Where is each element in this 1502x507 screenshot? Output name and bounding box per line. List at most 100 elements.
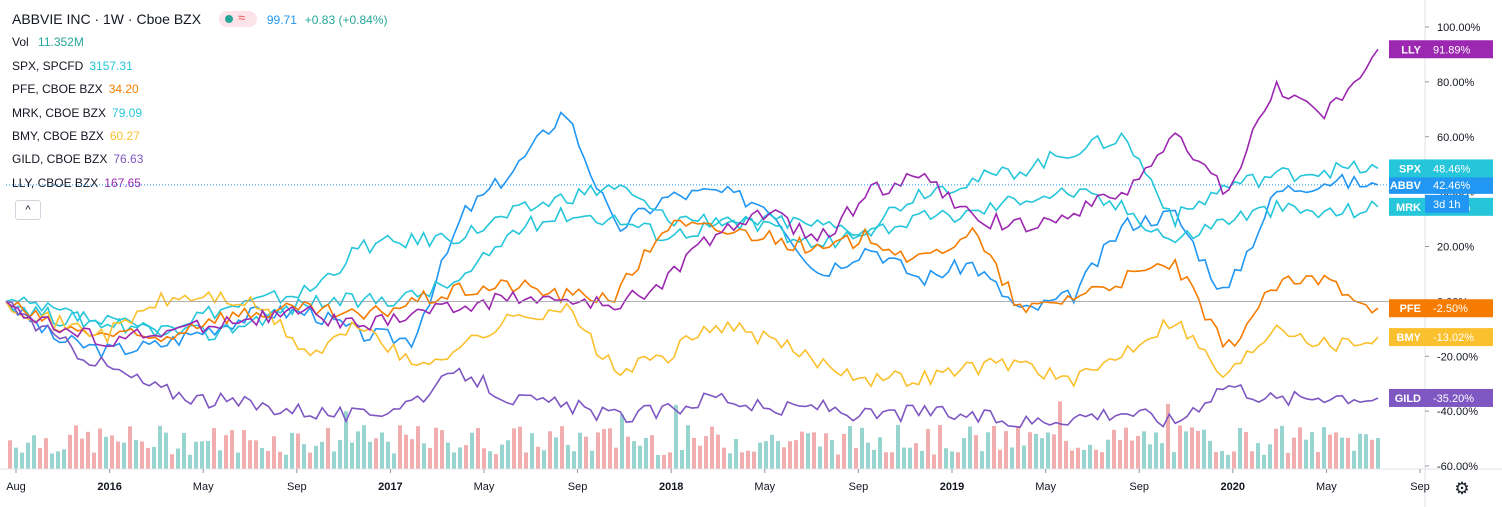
volume-bar [614, 447, 618, 469]
volume-bar [308, 452, 312, 469]
legend-label: MRK, CBOE BZX [12, 105, 107, 120]
volume-bar [98, 428, 102, 469]
gear-icon[interactable]: ⚙ [1454, 479, 1470, 498]
x-tick-label: 2018 [659, 481, 683, 493]
indicator-pill[interactable]: ≈ [218, 10, 257, 28]
volume-bar [284, 454, 288, 469]
volume-bar [1280, 425, 1284, 469]
collapse-legend-button[interactable]: ^ [15, 200, 41, 220]
badge-value: 48.46% [1433, 163, 1471, 175]
volume-bar [500, 444, 504, 469]
volume-bar [20, 452, 24, 469]
volume-bar [1028, 432, 1032, 469]
volume-bar [1100, 452, 1104, 469]
volume-bar [824, 433, 828, 469]
volume-bar [608, 428, 612, 469]
symbol-title[interactable]: ABBVIE INC · 1W · Cboe BZX [12, 11, 202, 27]
volume-bar [32, 435, 36, 469]
volume-bar [1154, 432, 1158, 469]
badge-spx: SPX 48.46% [1389, 159, 1493, 178]
legend-value: 79.09 [112, 105, 143, 120]
volume-bar [704, 436, 708, 469]
volume-bar [920, 450, 924, 469]
volume-bar [128, 426, 132, 469]
badge-abbv: ABBV 42.46% [1389, 175, 1493, 194]
volume-bar [992, 425, 996, 469]
volume-bar [482, 448, 486, 469]
volume-bar [236, 452, 240, 469]
volume-bar [74, 425, 78, 469]
legend-value: 60.27 [109, 128, 140, 143]
volume-bar [152, 446, 156, 469]
volume-bar [1184, 431, 1188, 469]
legend-row[interactable]: LLY, CBOE BZX 167.65 [12, 172, 388, 195]
volume-bar [1166, 403, 1170, 469]
volume-value: 11.352M [38, 35, 84, 50]
volume-bar [1034, 433, 1038, 469]
volume-bar [1370, 439, 1374, 469]
volume-bar [140, 441, 144, 469]
volume-bar [56, 451, 60, 469]
series-line-spx [5, 131, 1379, 337]
y-tick-label: -20.00% [1437, 351, 1478, 363]
badge-name-bg [1389, 388, 1425, 407]
volume-bar [134, 440, 138, 469]
legend-row[interactable]: PFE, CBOE BZX 34.20 [12, 78, 388, 101]
volume-bar [1220, 450, 1224, 469]
volume-bar [1232, 451, 1236, 469]
volume-bar [818, 446, 822, 469]
badge-value: -35.20% [1433, 393, 1474, 405]
volume-bar [230, 430, 234, 469]
volume-bar [566, 444, 570, 469]
volume-bar [650, 435, 654, 469]
volume-bar [554, 437, 558, 469]
volume-bar [644, 437, 648, 469]
badge-name: SPX [1399, 163, 1422, 175]
countdown-bg [1425, 194, 1469, 213]
legend-row[interactable]: BMY, CBOE BZX 60.27 [12, 125, 388, 148]
volume-bar [332, 451, 336, 469]
volume-bar [770, 434, 774, 469]
volume-bar [1262, 454, 1266, 469]
volume-bar [416, 426, 420, 469]
volume-bar [662, 454, 666, 469]
volume-bar [1016, 426, 1020, 469]
badge-value: -2.50% [1433, 303, 1468, 315]
legend-row[interactable]: GILD, CBOE BZX 76.63 [12, 148, 388, 171]
badge-value-bg [1425, 299, 1493, 318]
legend-value: 34.20 [108, 82, 139, 97]
volume-bar [1334, 432, 1338, 469]
volume-bar [218, 450, 222, 469]
volume-bar [1106, 439, 1110, 469]
volume-bar [740, 452, 744, 469]
volume-bar [602, 429, 606, 469]
volume-bar [1064, 440, 1068, 469]
volume-bar [122, 442, 126, 469]
series-line-bmy [5, 290, 1379, 388]
legend-row[interactable]: MRK, CBOE BZX 79.09 [12, 102, 388, 125]
legend: ABBVIE INC · 1W · Cboe BZX ≈ 99.71 +0.83… [12, 8, 388, 195]
volume-bar [752, 451, 756, 469]
volume-bar [1244, 432, 1248, 469]
x-tick-label: Aug [6, 481, 26, 493]
legend-row[interactable]: SPX, SPCFD 3157.31 [12, 55, 388, 78]
volume-bar [1208, 440, 1212, 469]
volume-bar [878, 437, 882, 469]
volume-bar [1346, 437, 1350, 469]
volume-bar [110, 435, 114, 469]
countdown-badge: 3d 1h [1425, 194, 1469, 213]
volume-bar [422, 443, 426, 469]
volume-bar [188, 454, 192, 469]
volume-bar [404, 434, 408, 469]
last-price: 99.71 [266, 13, 297, 27]
volume-bar [248, 440, 252, 469]
volume-bar [944, 448, 948, 469]
series-line-gild [5, 300, 1379, 429]
series-lines [5, 48, 1425, 429]
x-tick-label: 2019 [940, 481, 964, 493]
volume-bar [932, 454, 936, 469]
volume-bar [584, 436, 588, 469]
volume-bar [476, 427, 480, 469]
badge-name: LLY [1401, 44, 1421, 56]
